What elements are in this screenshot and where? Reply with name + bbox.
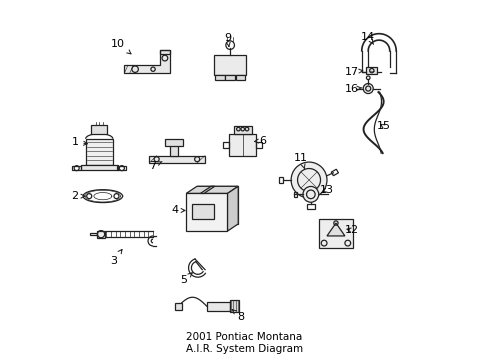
Text: 6: 6: [254, 136, 265, 145]
Polygon shape: [225, 75, 234, 80]
Circle shape: [290, 162, 326, 198]
Polygon shape: [124, 50, 170, 73]
Polygon shape: [175, 303, 182, 310]
Text: 10: 10: [111, 39, 131, 54]
Circle shape: [303, 186, 318, 202]
Polygon shape: [200, 186, 214, 193]
Polygon shape: [192, 204, 214, 219]
Polygon shape: [186, 186, 238, 193]
Polygon shape: [235, 75, 244, 80]
Polygon shape: [164, 139, 183, 145]
Text: 16: 16: [345, 84, 361, 94]
Polygon shape: [366, 67, 376, 74]
Text: 12: 12: [345, 225, 358, 235]
Text: 3: 3: [110, 249, 122, 266]
Text: 1: 1: [71, 138, 87, 147]
Polygon shape: [214, 55, 246, 75]
Polygon shape: [318, 220, 352, 248]
Text: 11: 11: [294, 153, 307, 169]
Text: 14: 14: [361, 32, 374, 44]
Polygon shape: [227, 186, 238, 231]
Polygon shape: [169, 142, 178, 156]
Polygon shape: [149, 156, 204, 163]
Text: 13: 13: [319, 185, 333, 195]
Text: 15: 15: [376, 121, 390, 131]
Text: 5: 5: [180, 273, 192, 285]
Polygon shape: [81, 165, 118, 170]
Circle shape: [363, 84, 372, 94]
Text: 17: 17: [345, 67, 362, 77]
Polygon shape: [91, 126, 107, 134]
Polygon shape: [85, 139, 113, 165]
Polygon shape: [97, 230, 104, 238]
Polygon shape: [230, 301, 239, 312]
Polygon shape: [215, 75, 224, 80]
Polygon shape: [228, 134, 256, 156]
Text: 2: 2: [71, 191, 85, 201]
Text: 9: 9: [224, 33, 231, 46]
Polygon shape: [186, 193, 227, 231]
Polygon shape: [233, 126, 251, 134]
Text: 4: 4: [171, 206, 184, 216]
Polygon shape: [206, 302, 230, 311]
Text: 8: 8: [232, 310, 244, 322]
Text: 7: 7: [149, 161, 162, 171]
Polygon shape: [197, 186, 238, 224]
Polygon shape: [326, 223, 344, 236]
Text: 2001 Pontiac Montana
A.I.R. System Diagram: 2001 Pontiac Montana A.I.R. System Diagr…: [185, 332, 303, 354]
